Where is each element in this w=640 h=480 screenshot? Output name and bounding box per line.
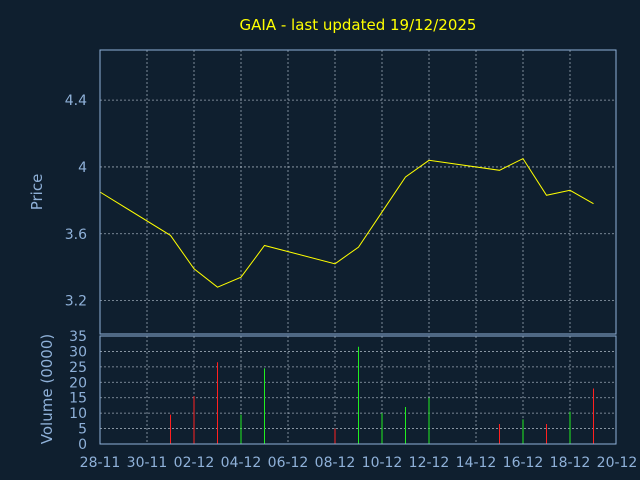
x-tick-label: 08-12: [315, 455, 356, 471]
x-ticks: 28-11 30-11 02-12 04-12 06-12 08-12 10-12 12-12…: [80, 455, 638, 471]
price-y-ticks: 3.2 3.6 4 4.4: [65, 93, 87, 309]
price-y-tick-label: 3.6: [65, 227, 87, 243]
chart-title: GAIA - last updated 19/12/2025: [240, 16, 477, 34]
x-tick-label: 14-12: [456, 455, 497, 471]
x-tick-label: 12-12: [409, 455, 450, 471]
x-tick-label: 04-12: [221, 455, 262, 471]
price-grid: [100, 50, 616, 334]
price-y-tick-label: 3.2: [65, 294, 87, 310]
x-tick-label: 30-11: [127, 455, 168, 471]
price-line: [99, 157, 594, 288]
volume-y-tick-label: 15: [69, 391, 87, 407]
volume-y-tick-label: 35: [69, 329, 87, 345]
x-tick-label: 06-12: [268, 455, 309, 471]
price-y-tick-label: 4: [78, 160, 87, 176]
price-y-tick-label: 4.4: [65, 93, 87, 109]
x-tick-label: 18-12: [550, 455, 591, 471]
x-tick-label: 20-12: [597, 455, 638, 471]
x-tick-label: 10-12: [362, 455, 403, 471]
x-tick-label: 28-11: [80, 455, 121, 471]
volume-y-tick-label: 10: [69, 406, 87, 422]
price-panel-frame: [99, 49, 617, 335]
volume-y-tick-label: 0: [78, 437, 87, 453]
volume-y-tick-label: 20: [69, 375, 87, 391]
volume-y-tick-label: 25: [69, 360, 87, 376]
volume-axis-label: Volume (0000): [38, 334, 56, 444]
price-axis-label: Price: [28, 174, 46, 211]
volume-y-tick-label: 5: [78, 422, 87, 438]
volume-y-tick-label: 30: [69, 344, 87, 360]
x-tick-label: 02-12: [174, 455, 215, 471]
volume-panel-frame: [99, 335, 617, 445]
volume-bars: [170, 346, 594, 444]
x-tick-label: 16-12: [503, 455, 544, 471]
